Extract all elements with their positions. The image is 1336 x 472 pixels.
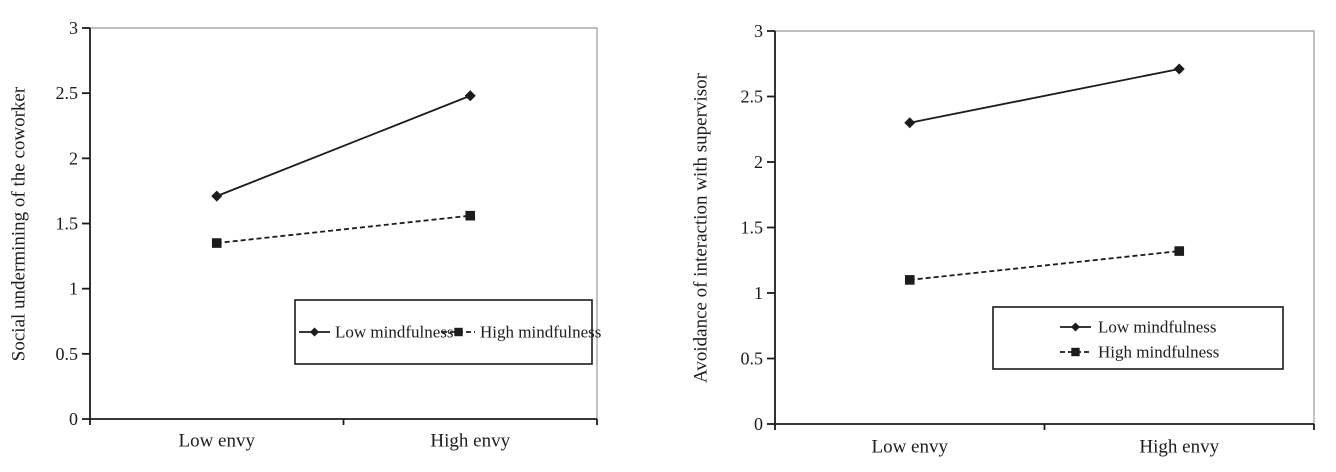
y-tick-label: 2.5 xyxy=(56,83,79,103)
y-tick-label: 2 xyxy=(754,152,763,172)
y-tick-label: 1 xyxy=(69,279,78,299)
legend-label: High mindfulness xyxy=(1098,343,1219,362)
y-tick-label: 1.5 xyxy=(741,218,764,238)
marker-square xyxy=(211,238,222,248)
legend-box xyxy=(992,306,1284,370)
legend-label: Low mindfulness xyxy=(1098,318,1217,337)
legend-label: Low mindfulness xyxy=(335,323,454,342)
chart-social-undermining: 0 0.5 1 1.5 2 2.5 3 Low envy High envy Social und… xyxy=(9,18,602,452)
chart-svg-avoidance-supervisor: 0 0.5 1 1.5 2 2.5 3 Low envy High envy Avoidance … xyxy=(691,21,1315,458)
marker-diamond xyxy=(464,90,476,102)
category-label: Low envy xyxy=(871,437,948,458)
chart-avoidance-supervisor: 0 0.5 1 1.5 2 2.5 3 Low envy High envy Avoidance … xyxy=(668,0,1336,472)
category-label: Low envy xyxy=(178,431,255,452)
y-tick-label: 2.5 xyxy=(741,87,764,107)
y-tick-label: 1 xyxy=(754,283,763,303)
y-axis-title: Avoidance of interaction with supervisor xyxy=(691,72,712,383)
marker-diamond xyxy=(904,117,916,129)
y-tick-label: 0 xyxy=(69,409,78,429)
marker-diamond xyxy=(1173,63,1185,75)
marker-square xyxy=(904,275,915,285)
marker-square xyxy=(1071,347,1080,357)
plot-frame xyxy=(775,30,1315,424)
marker-square xyxy=(454,327,463,337)
chart-svg-social-undermining: 0 0.5 1 1.5 2 2.5 3 Low envy High envy Social und… xyxy=(9,18,602,452)
y-tick-label: 3 xyxy=(69,18,78,38)
series-line-1 xyxy=(909,250,1180,281)
series-line-0 xyxy=(909,68,1180,124)
series-line-1 xyxy=(216,214,471,244)
marker-diamond xyxy=(310,327,319,337)
marker-square xyxy=(465,210,476,221)
category-label: High envy xyxy=(1139,437,1219,458)
y-tick-label: 2 xyxy=(69,148,78,168)
marker-square xyxy=(1174,246,1185,256)
series-line-0 xyxy=(216,94,471,197)
y-tick-label: 3 xyxy=(754,21,763,41)
marker-diamond xyxy=(211,190,223,202)
y-tick-label: 0.5 xyxy=(56,344,79,364)
legend-label: High mindfulness xyxy=(480,323,601,342)
y-tick-label: 1.5 xyxy=(56,214,79,234)
marker-diamond xyxy=(1071,322,1080,332)
plot-frame xyxy=(90,27,598,419)
y-axis-title: Social undermining of the coworker xyxy=(9,86,30,361)
y-tick-label: 0.5 xyxy=(741,349,764,369)
y-tick-label: 0 xyxy=(754,414,763,434)
category-label: High envy xyxy=(430,431,510,452)
